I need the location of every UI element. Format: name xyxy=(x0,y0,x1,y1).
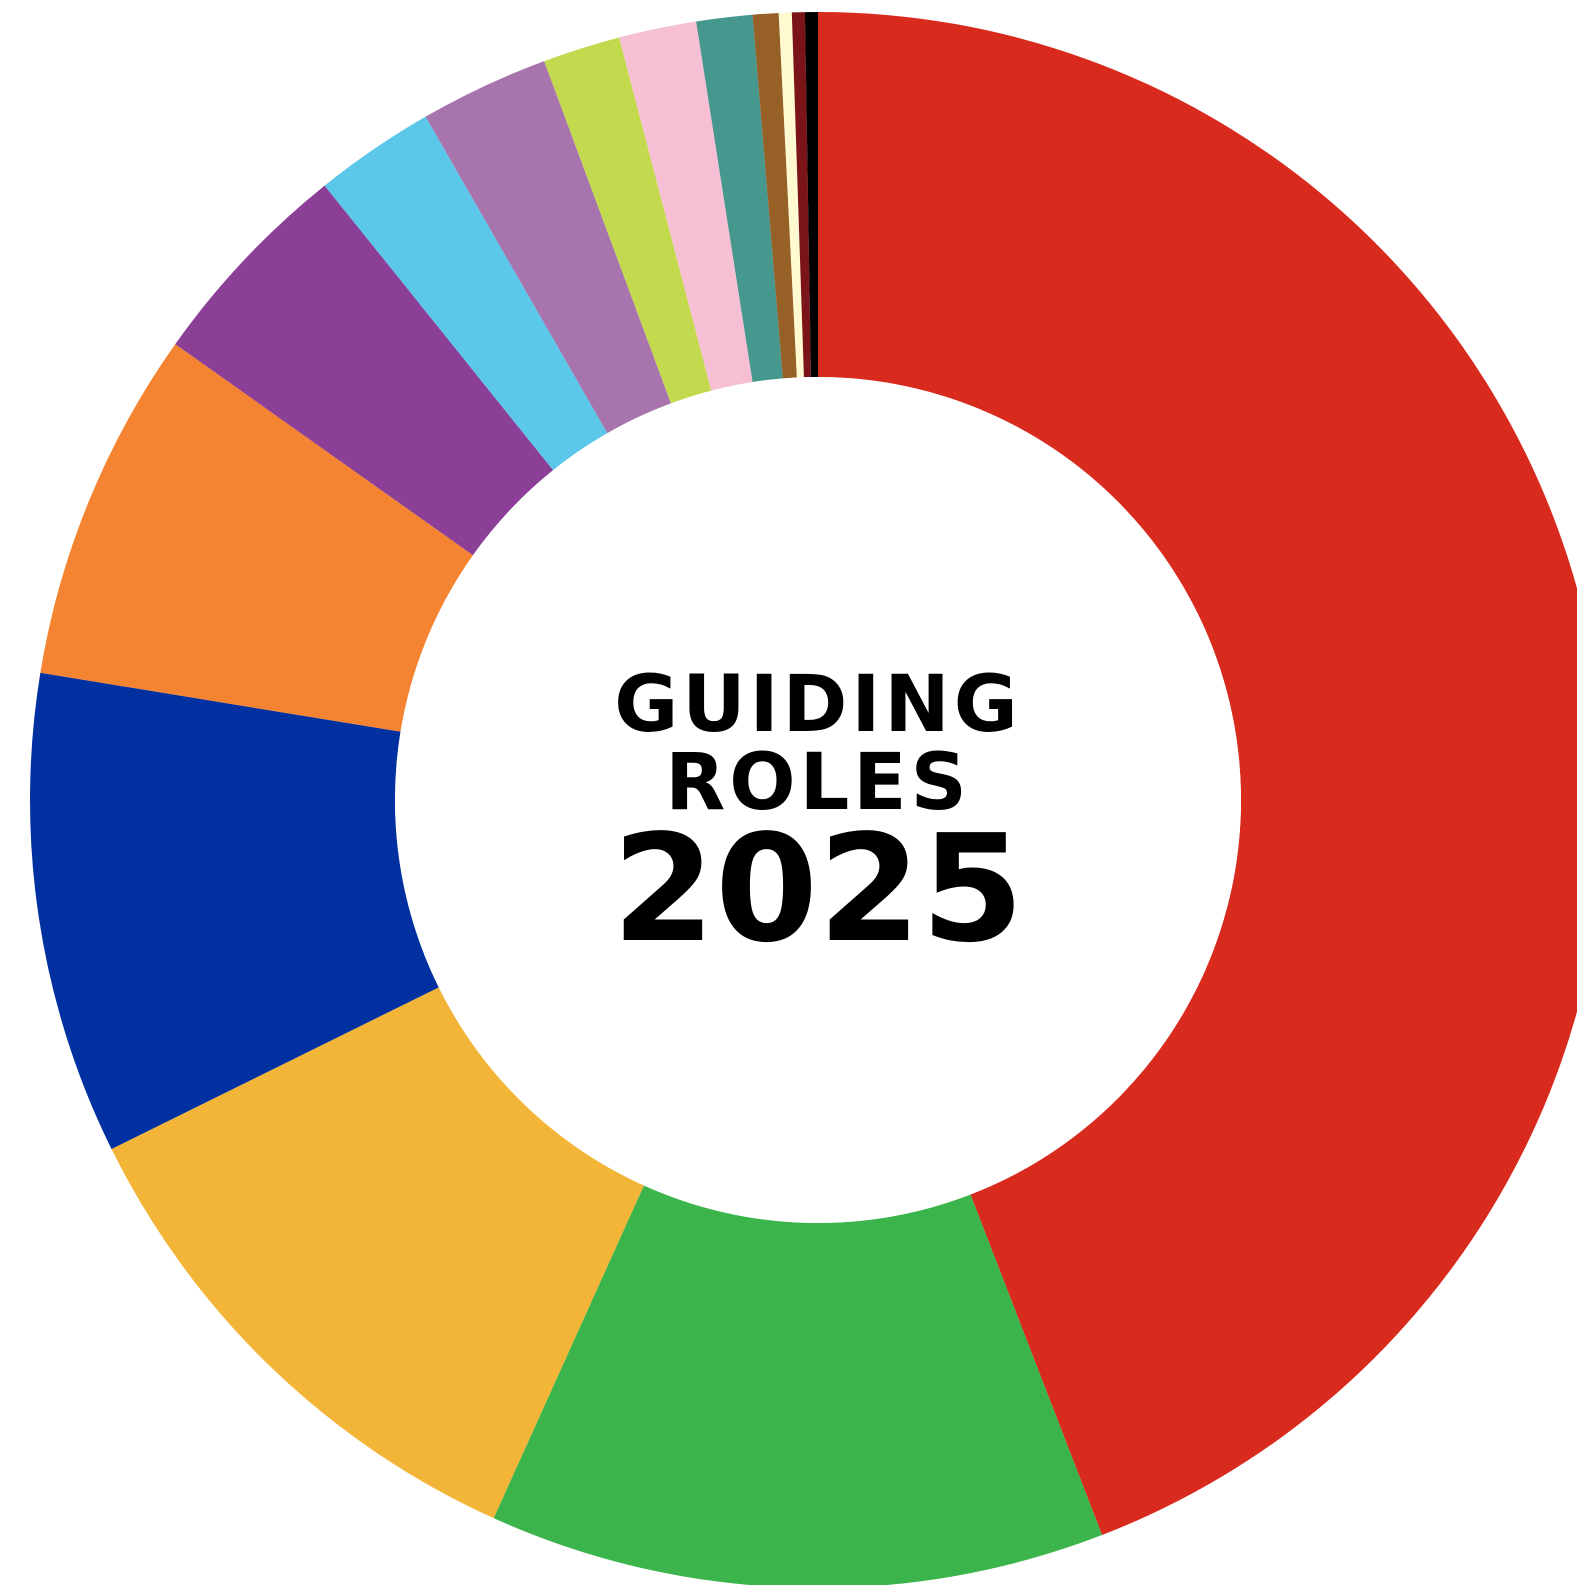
donut-slice-1 xyxy=(818,12,1577,1536)
donut-slice-6 xyxy=(175,185,554,556)
donut-slice-15 xyxy=(804,12,818,378)
donut-hole xyxy=(395,377,1241,1223)
center-title-line-1: GUIDING xyxy=(614,660,1021,750)
center-title-line-2: ROLES xyxy=(665,738,971,828)
donut-slice-14 xyxy=(791,12,811,378)
donut-slice-9 xyxy=(544,37,712,404)
donut-slice-10 xyxy=(619,21,753,391)
donut-slice-12 xyxy=(752,12,797,379)
donut-slice-3 xyxy=(111,987,644,1519)
donut-slice-5 xyxy=(40,344,473,732)
donut-slice-7 xyxy=(324,116,608,471)
donut-slice-8 xyxy=(425,61,672,434)
donut-slices xyxy=(29,12,1577,1585)
donut-slice-11 xyxy=(696,14,783,383)
center-year: 2025 xyxy=(612,803,1024,975)
donut-slice-4 xyxy=(29,672,439,1150)
donut-slice-13 xyxy=(778,12,804,378)
donut-slice-2 xyxy=(493,1185,1103,1585)
